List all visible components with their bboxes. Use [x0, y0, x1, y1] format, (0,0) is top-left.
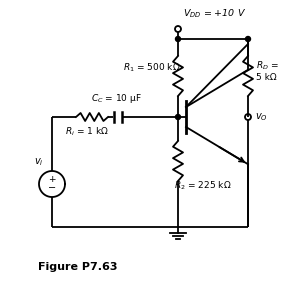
- Text: $R_D$ =
5 kΩ: $R_D$ = 5 kΩ: [256, 60, 279, 82]
- Text: $R_1$ = 500 kΩ: $R_1$ = 500 kΩ: [123, 62, 180, 74]
- Text: Figure P7.63: Figure P7.63: [38, 262, 117, 272]
- Text: $v_O$: $v_O$: [255, 111, 268, 123]
- Text: $v_i$: $v_i$: [34, 156, 44, 168]
- Circle shape: [175, 114, 180, 119]
- Text: +: +: [48, 175, 56, 184]
- Text: $V_{DD}$ = +10 V: $V_{DD}$ = +10 V: [183, 8, 246, 20]
- Circle shape: [246, 36, 251, 42]
- Text: −: −: [48, 183, 56, 193]
- Circle shape: [175, 36, 180, 42]
- Text: $R_i$ = 1 kΩ: $R_i$ = 1 kΩ: [65, 125, 109, 138]
- Text: $C_C$ = 10 μF: $C_C$ = 10 μF: [90, 92, 142, 105]
- Text: $R_2$ = 225 kΩ: $R_2$ = 225 kΩ: [174, 180, 231, 192]
